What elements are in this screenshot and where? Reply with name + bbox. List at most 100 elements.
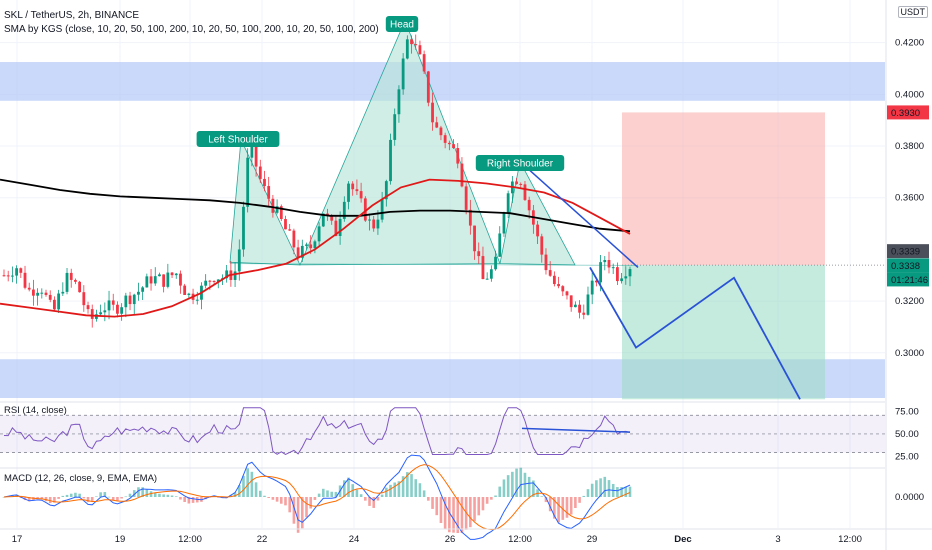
candle-body — [153, 276, 157, 284]
macd-bar — [544, 497, 548, 503]
price-badge-label: 0.3338 — [891, 261, 920, 272]
price-badge-bg — [887, 244, 929, 259]
candle-body — [204, 280, 208, 286]
macd-bar — [527, 476, 531, 497]
currency-badge[interactable]: USDT — [897, 6, 928, 18]
time-tick-label: 26 — [445, 534, 456, 545]
time-tick-label: 3 — [775, 534, 780, 545]
candle-body — [527, 199, 531, 211]
candle-body — [565, 291, 569, 296]
macd-bar — [191, 497, 195, 503]
candle-body — [338, 218, 342, 236]
candle-body — [99, 312, 103, 315]
candle-body — [296, 247, 300, 258]
candle-body — [615, 267, 619, 282]
macd-bar — [137, 487, 140, 497]
candle-body — [162, 274, 166, 287]
candle-body — [195, 299, 199, 301]
candle-body — [401, 58, 405, 90]
candle-body — [380, 199, 384, 220]
candle-body — [305, 244, 308, 246]
time-tick-label: 24 — [349, 534, 360, 545]
macd-bar — [431, 497, 434, 509]
macd-bar — [578, 497, 581, 503]
macd-bar — [616, 487, 619, 497]
macd-bar — [485, 497, 489, 504]
candle-body — [57, 293, 61, 310]
candle-body — [124, 295, 128, 308]
candle-body — [237, 249, 241, 272]
time-tick-label: 12:00 — [508, 534, 532, 545]
neckline — [229, 263, 639, 266]
candle-body — [540, 236, 544, 255]
candle-body — [254, 143, 258, 167]
macd-bar — [111, 497, 115, 501]
time-tick-label: 29 — [587, 534, 598, 545]
macd-bar — [385, 487, 388, 497]
macd-bar — [397, 481, 401, 497]
macd-bar — [376, 497, 380, 501]
left-shoulder-label-bg — [196, 131, 280, 147]
rsi-tick-label: 50.00 — [895, 429, 919, 440]
time-tick-label: 22 — [257, 534, 268, 545]
symbol-line: SKL / TetherUS, 2h, BINANCE — [4, 10, 140, 21]
candle-body — [128, 295, 132, 305]
macd-bar — [145, 489, 149, 497]
candle-body — [443, 135, 447, 143]
candle-body — [90, 309, 94, 319]
macd-bar — [309, 497, 312, 509]
candle-body — [506, 193, 510, 213]
macd-tick-label: 0.0000 — [895, 492, 924, 503]
candle-body — [405, 39, 409, 59]
candle-body — [552, 275, 556, 285]
macd-bar — [229, 494, 233, 497]
candle-body — [2, 275, 6, 277]
price-tick-label: 0.4200 — [895, 38, 924, 49]
candle-body — [179, 273, 182, 286]
macd-bar — [292, 497, 296, 524]
macd-bar — [36, 497, 39, 499]
candle-body — [569, 295, 573, 308]
macd-bar — [603, 476, 607, 497]
macd-bar — [48, 497, 52, 504]
right-shoulder-label: Right Shoulder — [487, 159, 554, 170]
macd-bar — [69, 493, 73, 497]
candle-body — [456, 148, 460, 164]
candle-body — [548, 270, 552, 276]
macd-bar — [166, 494, 170, 497]
macd-bar — [372, 497, 376, 508]
macd-bar — [389, 484, 392, 497]
candle-body — [166, 272, 170, 287]
candle-body — [368, 219, 371, 221]
macd-bar — [590, 483, 594, 497]
macd-bar — [275, 497, 279, 502]
macd-bar — [553, 497, 556, 519]
macd-bar — [422, 490, 426, 497]
candle-body — [573, 304, 577, 308]
macd-bar — [153, 492, 157, 497]
macd-bar — [271, 497, 275, 500]
price-tick-label: 0.3000 — [895, 348, 924, 359]
projection-path — [589, 267, 801, 400]
macd-bar — [128, 493, 132, 497]
macd-bar — [132, 490, 136, 497]
macd-bar — [410, 474, 413, 497]
candle-body — [233, 271, 237, 280]
price-badge-bg — [887, 272, 929, 287]
macd-bar — [233, 492, 237, 497]
macd-bar — [464, 497, 468, 530]
macd-bar — [23, 497, 27, 501]
price-badge-bg — [887, 105, 929, 120]
macd-bar — [456, 497, 460, 534]
candle-body — [393, 114, 397, 140]
candle-body — [19, 268, 23, 273]
candle-body — [447, 142, 451, 145]
candle-body — [334, 220, 338, 236]
candle-body — [519, 183, 523, 185]
macd-bar — [435, 497, 439, 516]
candle-body — [321, 213, 325, 227]
macd-bar — [242, 475, 245, 497]
macd-bar — [469, 497, 472, 528]
candle-body — [137, 291, 140, 295]
